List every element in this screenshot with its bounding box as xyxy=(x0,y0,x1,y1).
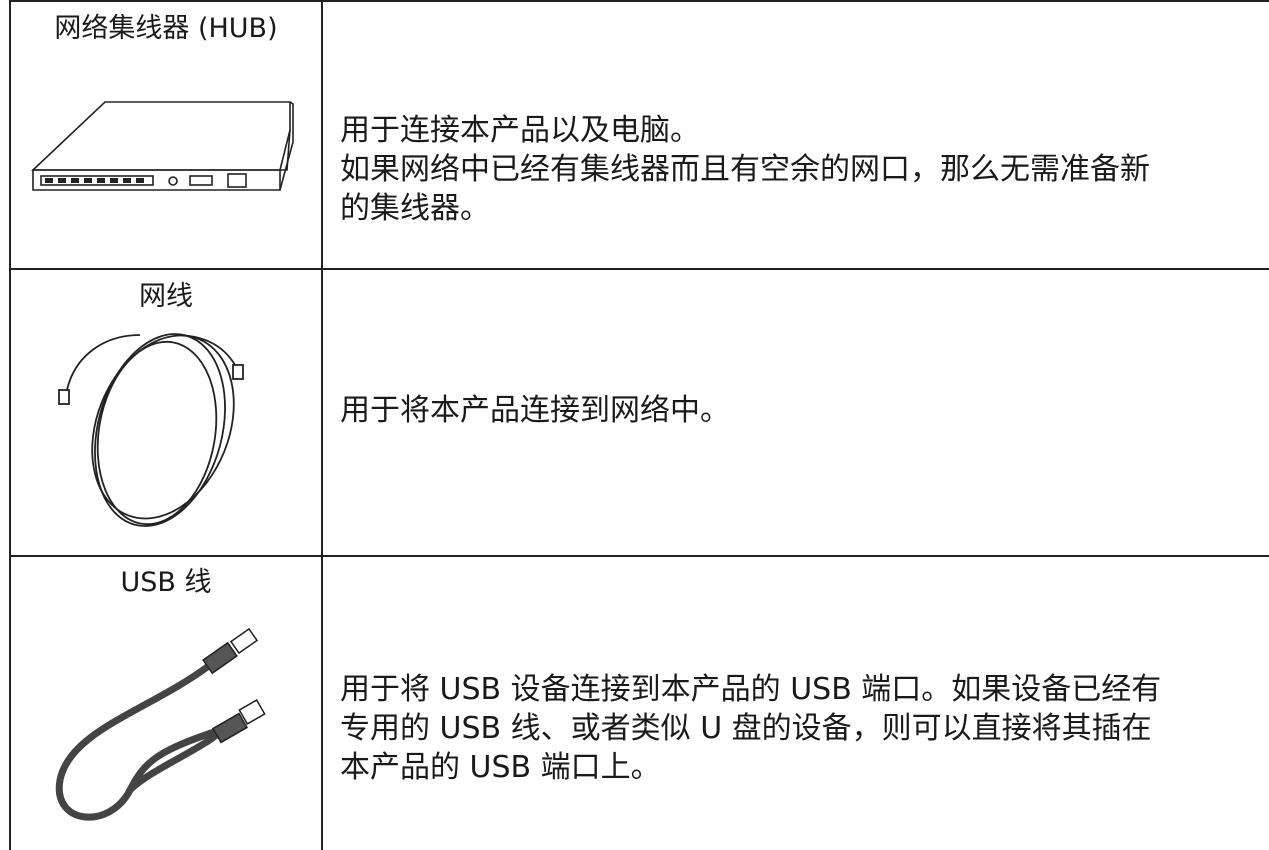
text-line: 用于将本产品连接到网络中。 xyxy=(340,393,730,428)
text-line: 本产品的 USB 端口上。 xyxy=(340,750,661,785)
cable-illustration xyxy=(58,333,244,527)
border xyxy=(9,555,1269,557)
hub-illustration xyxy=(30,101,294,191)
usb-cable-illustration xyxy=(55,627,266,821)
border xyxy=(321,0,323,850)
item-label: 网络集线器 (HUB) xyxy=(54,13,278,44)
item-label: USB 线 xyxy=(120,567,212,598)
text-line: 用于连接本产品以及电脑。 xyxy=(340,113,700,148)
description: 用于将 USB 设备连接到本产品的 USB 端口。如果设备已经有 专用的 USB… xyxy=(340,670,1161,787)
description: 用于将本产品连接到网络中。 xyxy=(340,391,730,430)
item-label: 网线 xyxy=(139,281,193,312)
border xyxy=(9,0,11,850)
text-line: 的集线器。 xyxy=(340,191,490,226)
text-line: 用于将 USB 设备连接到本产品的 USB 端口。如果设备已经有 xyxy=(340,672,1162,707)
border xyxy=(9,0,1269,2)
text-line: 专用的 USB 线、或者类似 U 盘的设备，则可以直接将其插在 xyxy=(340,711,1152,746)
text-line: 如果网络中已经有集线器而且有空余的网口，那么无需准备新 xyxy=(340,152,1150,187)
border xyxy=(9,268,1269,270)
description: 用于连接本产品以及电脑。 如果网络中已经有集线器而且有空余的网口，那么无需准备新… xyxy=(340,111,1150,228)
